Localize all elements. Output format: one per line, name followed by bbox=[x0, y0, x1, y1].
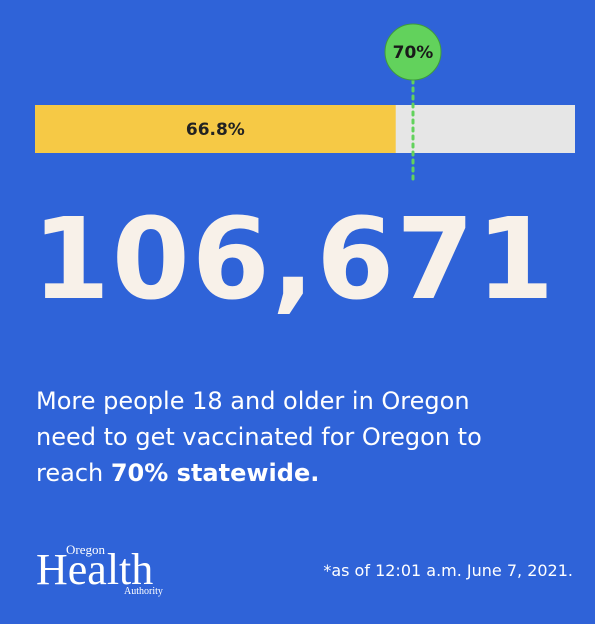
body: More people 18 and older in Oregon need … bbox=[36, 387, 482, 487]
body-emphasis: 70% statewide. bbox=[110, 459, 320, 487]
logo-top: Oregon bbox=[66, 542, 105, 557]
value-label: 66.8% bbox=[186, 120, 245, 140]
target-marker bbox=[384, 23, 442, 81]
logo-main: Health bbox=[36, 545, 154, 594]
progress-bar bbox=[35, 105, 396, 153]
headline: 106,671 bbox=[32, 195, 557, 325]
logo-bottom: Authority bbox=[124, 586, 163, 597]
target-label: 70% bbox=[393, 43, 434, 63]
progress-chart: 66.8% 70% bbox=[35, 23, 575, 185]
body-text: More people 18 and older in Oregon need … bbox=[36, 383, 506, 491]
footnote: *as of 12:01 a.m. June 7, 2021. bbox=[323, 561, 573, 580]
